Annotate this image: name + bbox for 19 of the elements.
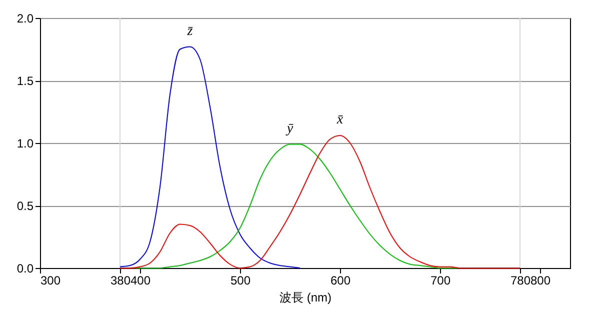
x-tick-label: 400 (130, 274, 151, 288)
series-label: ȳ (284, 121, 294, 136)
y-tick-label: 1.0 (16, 136, 34, 150)
x-tick-label: 800 (530, 274, 551, 288)
x-tick-label: 300 (40, 274, 61, 288)
series-label: z̄ (186, 24, 194, 39)
y-tick-label: 1.5 (16, 74, 34, 88)
x-tick-label: 700 (430, 274, 451, 288)
x-tick-label: 600 (330, 274, 351, 288)
x-axis-title: 波長 (nm) (280, 290, 332, 304)
x-tick-label: 780 (510, 274, 531, 288)
line-series (120, 46, 300, 268)
y-tick-label: 0.0 (16, 262, 34, 276)
y-tick-label: 0.5 (16, 199, 34, 213)
y-tick-label: 2.0 (16, 12, 34, 26)
series-label: x̄ (336, 112, 344, 128)
line-series (120, 135, 520, 268)
x-tick-label: 380 (110, 274, 131, 288)
x-tick-label: 500 (230, 274, 251, 288)
